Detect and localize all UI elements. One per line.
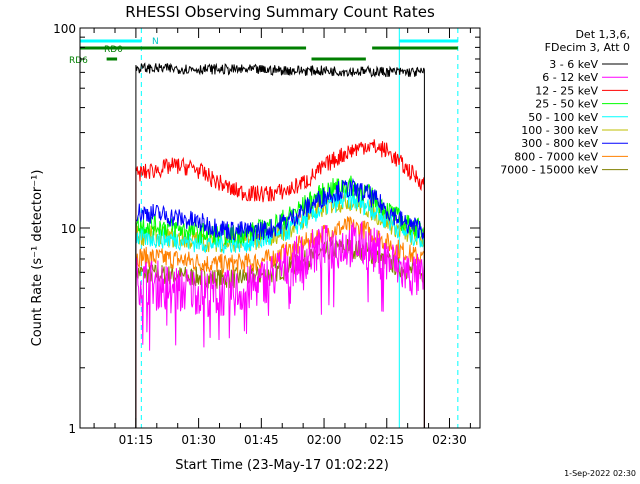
legend-label: 25 - 50 keV <box>535 98 598 111</box>
status-label-rd6: RD6 <box>69 56 88 66</box>
legend-header-line-1: Det 1,3,6, <box>575 28 630 41</box>
x-axis-label: Start Time (23-May-17 01:02:22) <box>175 458 389 473</box>
legend-label: 12 - 25 keV <box>535 84 598 97</box>
chart-title: RHESSI Observing Summary Count Rates <box>125 3 435 21</box>
x-tick-label: 01:15 <box>119 433 154 447</box>
y-tick-label: 10 <box>61 222 76 236</box>
series-line-6 <box>135 177 425 428</box>
status-label-n: N <box>152 37 159 47</box>
x-tick-label: 02:30 <box>432 433 467 447</box>
status-label-rd0: RD0 <box>104 45 123 55</box>
series-line-2 <box>135 139 425 428</box>
generated-timestamp: 1-Sep-2022 02:30 <box>564 469 636 478</box>
series-line-1 <box>135 220 425 428</box>
legend-label: 100 - 300 keV <box>521 124 598 137</box>
legend-label: 3 - 6 keV <box>549 58 598 71</box>
x-tick-label: 02:15 <box>369 433 404 447</box>
y-tick-label: 100 <box>53 22 76 36</box>
legend-label: 6 - 12 keV <box>542 71 598 84</box>
plot-area: N RD0 RD6 1 10 100 01:15 01:30 01:45 02:00 02:15 02… <box>53 22 481 447</box>
x-tick-label: 01:30 <box>181 433 216 447</box>
legend-label: 300 - 800 keV <box>521 137 598 150</box>
series-line-0 <box>135 62 425 428</box>
legend-label: 50 - 100 keV <box>528 111 598 124</box>
legend-label: 7000 - 15000 keV <box>500 164 598 177</box>
y-tick-label: 1 <box>68 422 76 436</box>
legend-header-line-2: FDecim 3, Att 0 <box>545 41 630 54</box>
x-tick-label: 01:45 <box>244 433 279 447</box>
legend-label: 800 - 7000 keV <box>514 150 598 163</box>
x-tick-label: 02:00 <box>307 433 342 447</box>
y-axis-label: Count Rate (s⁻¹ detector⁻¹) <box>30 170 45 347</box>
